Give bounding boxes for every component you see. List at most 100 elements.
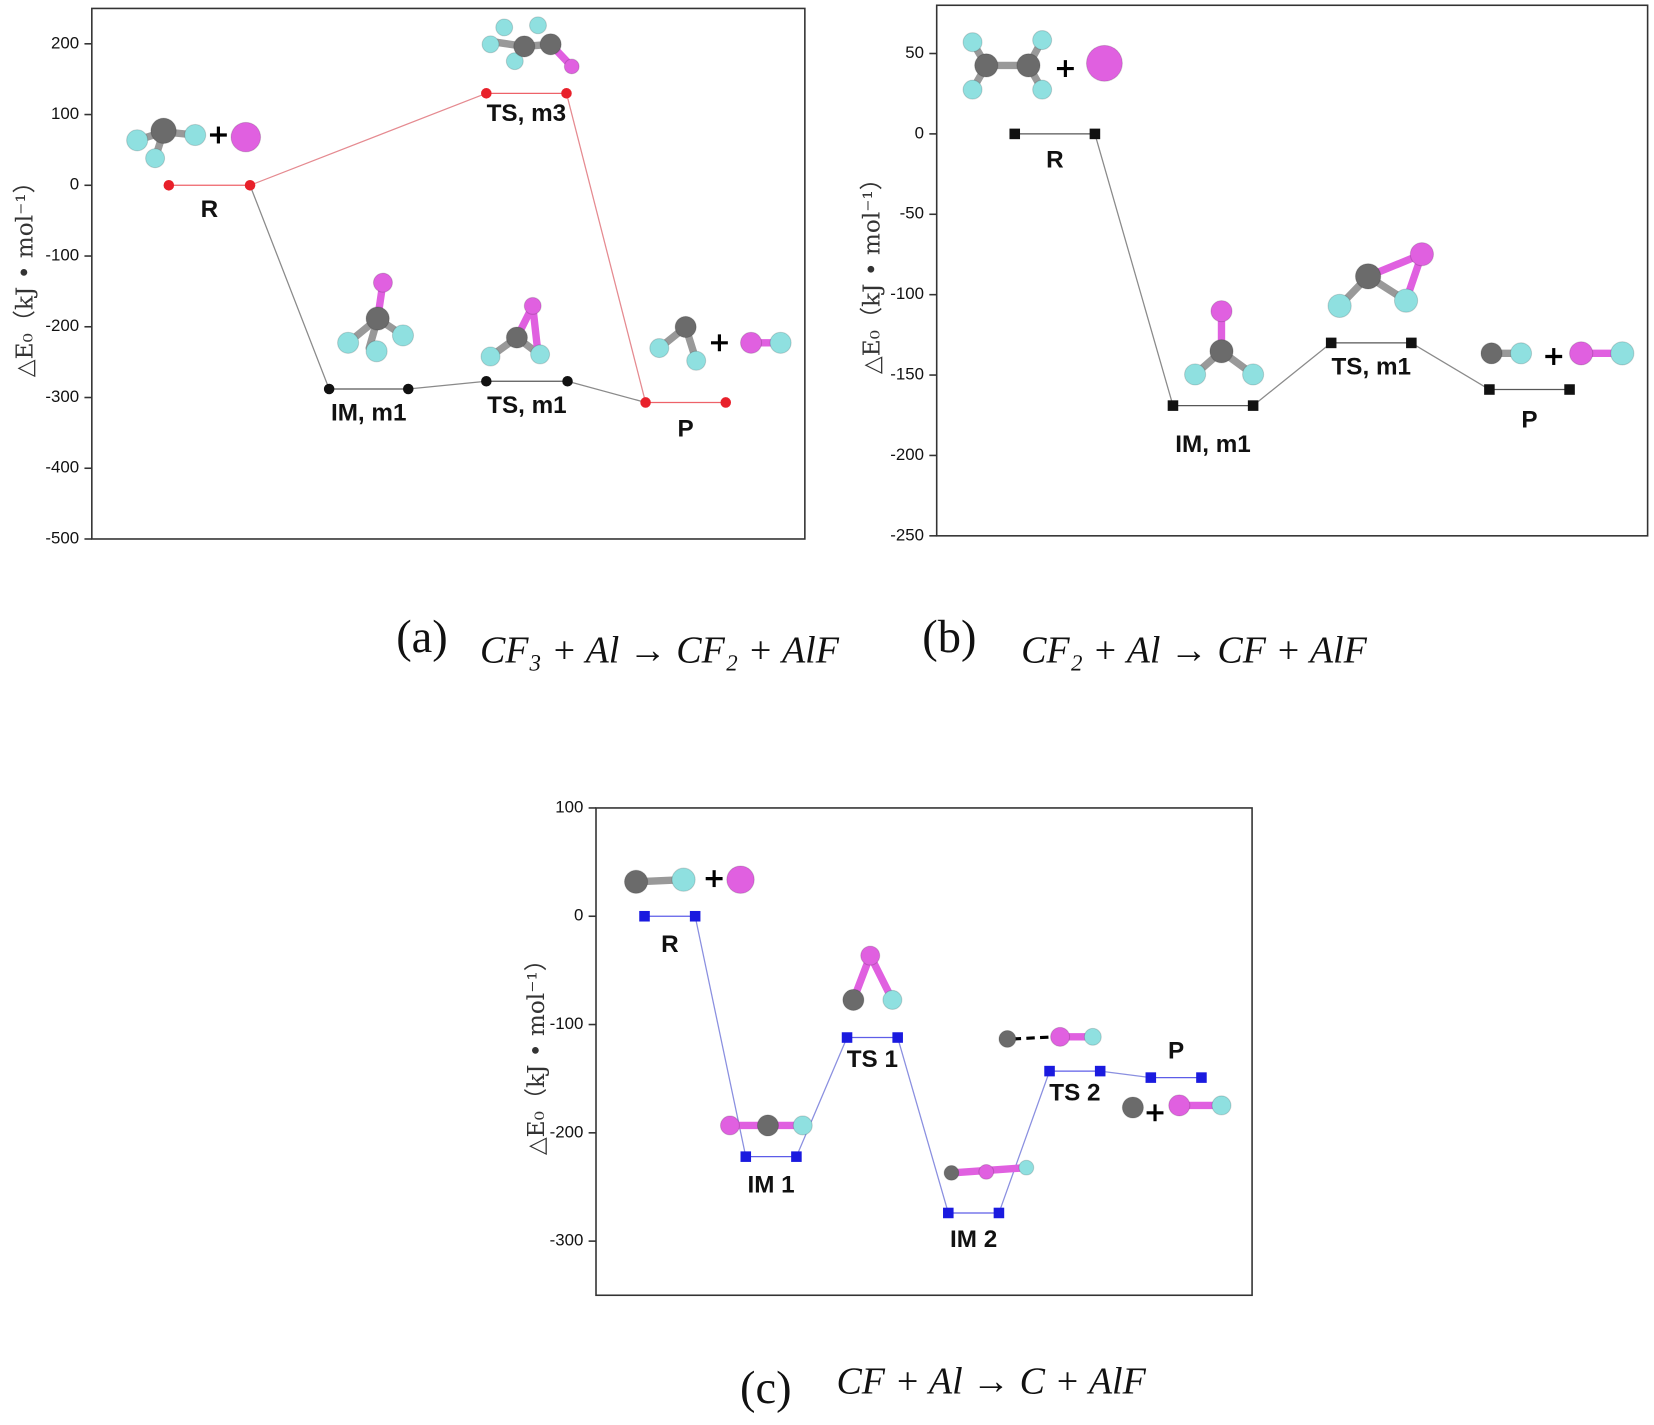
level-marker — [1406, 337, 1417, 349]
atom — [978, 1163, 995, 1180]
atom — [1354, 263, 1382, 290]
connector — [249, 185, 330, 390]
level-marker — [943, 1207, 954, 1219]
atom — [962, 79, 983, 100]
level-marker — [640, 397, 651, 408]
plot-frame — [91, 7, 806, 540]
atom — [1242, 363, 1265, 386]
level-label: IM 1 — [748, 1172, 795, 1199]
atom — [1409, 242, 1435, 267]
y-axis-label: △E₀（kJ • mol⁻¹） — [858, 167, 885, 374]
y-tick-label: 100 — [555, 797, 583, 816]
atom — [623, 869, 649, 894]
atom — [1050, 1026, 1071, 1047]
atom — [1085, 44, 1123, 82]
y-tick-label: 50 — [905, 43, 924, 62]
atom — [756, 1114, 780, 1137]
atom — [372, 272, 393, 293]
level-label: TS, m1 — [487, 392, 567, 419]
atom — [126, 129, 149, 152]
atom — [1121, 1096, 1144, 1119]
y-axis-label: △E₀（kJ • mol⁻¹） — [11, 170, 38, 377]
connector — [1252, 342, 1332, 407]
reaction-equation: CF₃ + Al → CF₂ + AlF — [480, 630, 840, 672]
y-tick-label: -300 — [550, 1231, 584, 1250]
level-marker — [689, 910, 701, 922]
y-tick-label: 0 — [70, 175, 79, 194]
y-tick-label: 0 — [915, 123, 924, 142]
level-marker — [740, 1151, 752, 1162]
connector — [565, 93, 647, 403]
plot-frame — [595, 807, 1253, 1297]
atom — [563, 58, 580, 75]
atom — [365, 306, 390, 331]
level-marker — [892, 1032, 903, 1043]
level-label: R — [201, 196, 219, 223]
atom — [1083, 1027, 1102, 1046]
atom — [1032, 79, 1053, 100]
level-label: P — [1521, 407, 1537, 434]
connector — [1094, 133, 1174, 406]
y-tick-label: 100 — [51, 104, 79, 123]
level-marker — [993, 1207, 1005, 1219]
atom — [1210, 300, 1233, 323]
atom — [1209, 339, 1234, 364]
atom — [998, 1029, 1017, 1048]
atom — [686, 350, 707, 371]
atom — [529, 16, 547, 35]
level-marker — [163, 180, 175, 191]
reaction-equation: CF₂ + Al → CF + AlF — [1021, 630, 1368, 672]
atom — [792, 1115, 813, 1136]
atom — [882, 989, 903, 1010]
level-label: IM, m1 — [1175, 431, 1250, 458]
level-label: TS 1 — [847, 1046, 898, 1073]
y-tick-label: -200 — [550, 1122, 584, 1141]
level-marker — [791, 1151, 802, 1162]
level-marker — [1247, 400, 1259, 411]
atom — [1018, 1159, 1035, 1176]
connector — [408, 380, 487, 390]
atom — [1032, 30, 1053, 51]
atom — [1480, 342, 1503, 365]
panel-caption: (b) — [922, 612, 976, 663]
level-marker — [1564, 384, 1575, 395]
plot-frame — [935, 4, 1649, 537]
level-label: R — [661, 931, 679, 958]
y-tick-label: -50 — [900, 204, 924, 223]
level-marker — [1196, 1072, 1207, 1083]
y-tick-label: -250 — [890, 525, 924, 544]
atom — [1327, 293, 1352, 319]
atom — [943, 1164, 960, 1181]
level-marker — [720, 397, 732, 408]
connector — [795, 1037, 848, 1157]
level-marker — [1167, 400, 1179, 411]
atom — [145, 148, 166, 169]
level-marker — [639, 910, 650, 922]
atom — [671, 867, 696, 892]
atom — [513, 35, 536, 58]
level-label: TS, m3 — [487, 100, 567, 127]
level-marker — [1094, 1065, 1106, 1077]
panel-caption: (c) — [740, 1363, 792, 1414]
level-marker — [1009, 128, 1021, 140]
y-tick-label: -150 — [890, 365, 924, 384]
y-tick-label: -300 — [45, 387, 79, 406]
atom — [365, 340, 388, 363]
atom — [337, 331, 360, 354]
atom — [1509, 342, 1533, 365]
atom — [150, 117, 177, 144]
atom — [1393, 288, 1419, 313]
level-marker — [323, 383, 335, 395]
y-tick-label: 0 — [574, 906, 583, 925]
atom — [719, 1115, 740, 1136]
atom — [495, 18, 514, 37]
level-label: TS 2 — [1049, 1080, 1100, 1107]
y-tick-label: -500 — [45, 528, 79, 547]
atom — [523, 296, 542, 315]
atom — [505, 326, 528, 349]
atom — [230, 121, 262, 153]
level-label: P — [678, 415, 694, 442]
atom — [480, 346, 501, 367]
level-marker — [562, 375, 573, 387]
